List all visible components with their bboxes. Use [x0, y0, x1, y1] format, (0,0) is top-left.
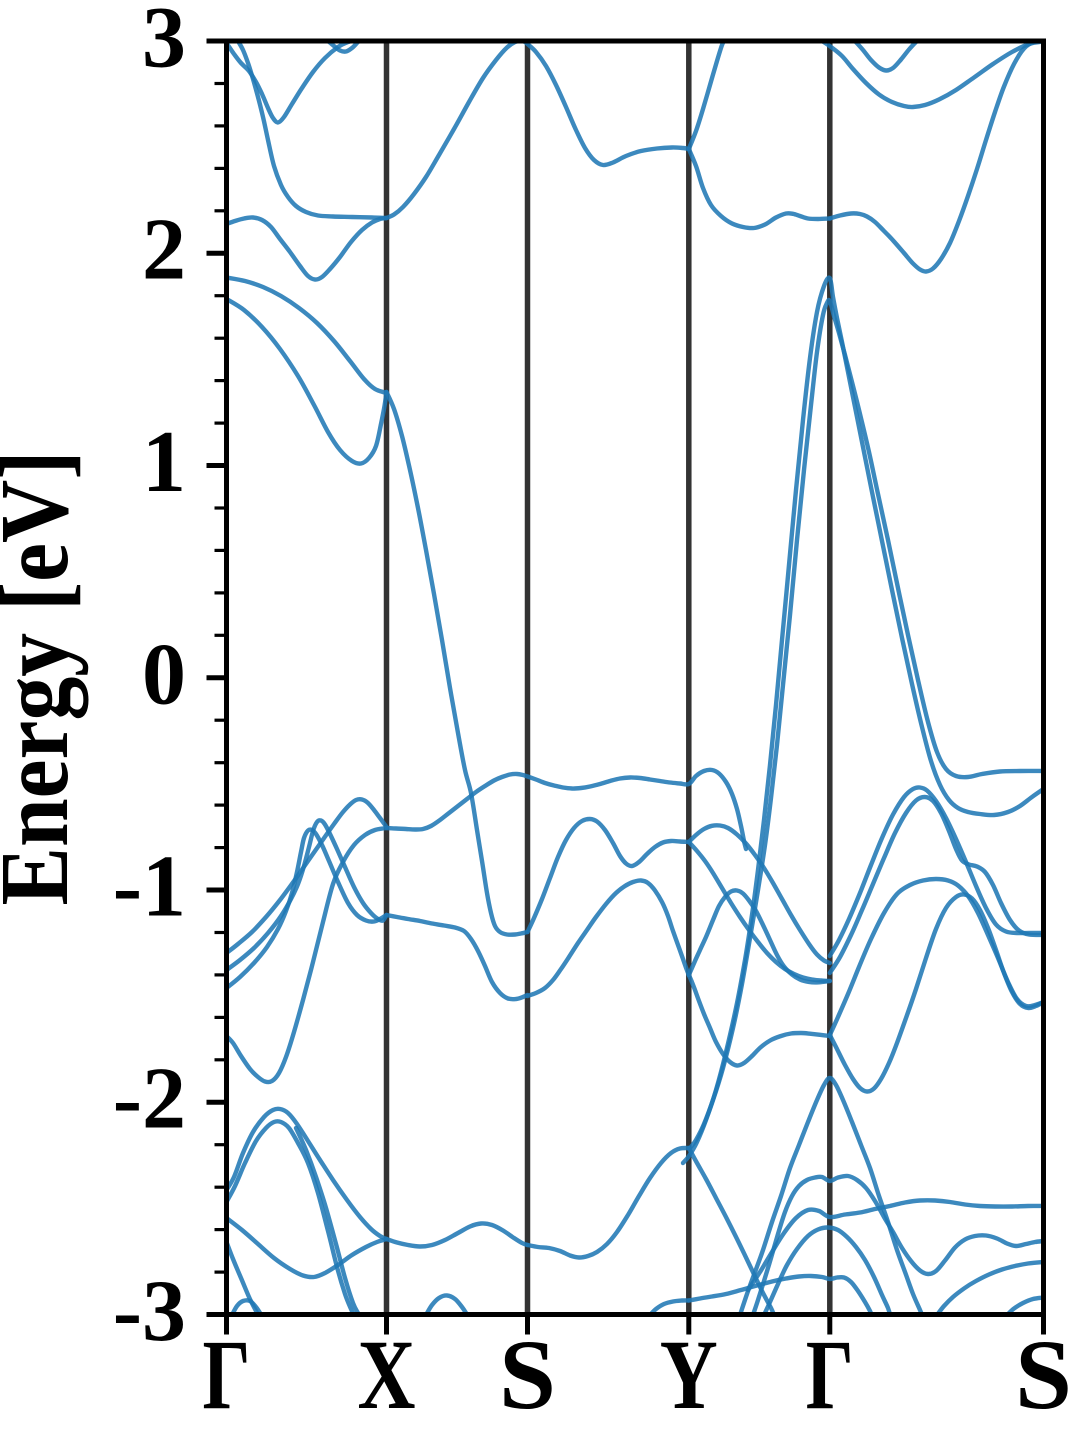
svg-text:S: S	[499, 1319, 556, 1430]
svg-text:Γ: Γ	[806, 1319, 854, 1430]
svg-text:0: 0	[142, 626, 186, 723]
svg-text:S: S	[1015, 1319, 1072, 1430]
svg-text:-2: -2	[113, 1051, 186, 1148]
svg-text:Γ: Γ	[203, 1319, 251, 1430]
svg-text:2: 2	[142, 202, 186, 299]
svg-text:3: 3	[142, 0, 186, 87]
svg-text:Y: Y	[660, 1319, 718, 1430]
svg-text:Energy [eV]: Energy [eV]	[0, 451, 88, 906]
svg-text:-3: -3	[113, 1263, 186, 1360]
svg-text:-1: -1	[113, 839, 186, 936]
svg-text:X: X	[358, 1319, 416, 1430]
svg-text:1: 1	[142, 414, 186, 511]
